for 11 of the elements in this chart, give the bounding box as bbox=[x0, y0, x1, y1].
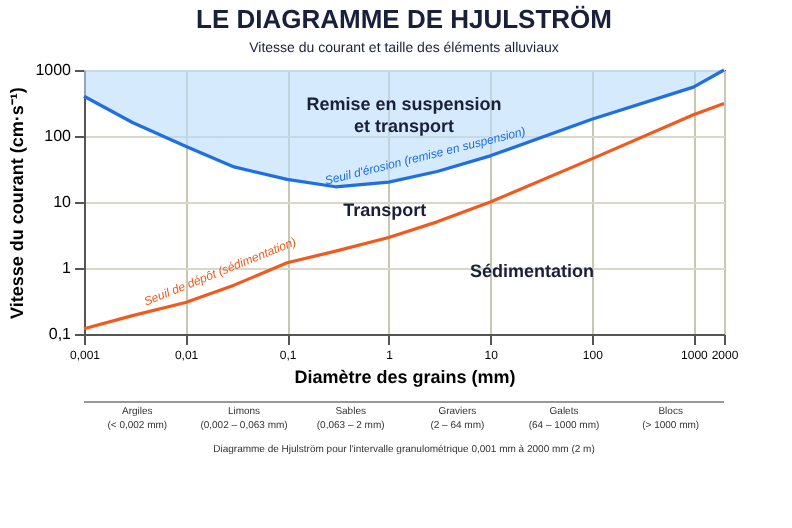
x-axis-title: Diamètre des grains (mm) bbox=[294, 367, 516, 387]
y-axis-title: Vitesse du courant (cm·s⁻¹) bbox=[7, 87, 28, 319]
y-tick-label: 100 bbox=[44, 127, 73, 145]
annotation: Sédimentation bbox=[469, 260, 595, 281]
annotation: Transport bbox=[343, 199, 427, 220]
y-tick-label: 1000 bbox=[35, 61, 73, 79]
annotation: Remise en suspension et transport bbox=[306, 94, 502, 137]
y-tick-label: 0,1 bbox=[48, 325, 73, 343]
y-tick-label: 10 bbox=[53, 193, 73, 211]
chart-title: LE DIAGRAMME DE HJULSTRÖM bbox=[196, 4, 612, 34]
y-tick-label: 1 bbox=[62, 259, 73, 277]
